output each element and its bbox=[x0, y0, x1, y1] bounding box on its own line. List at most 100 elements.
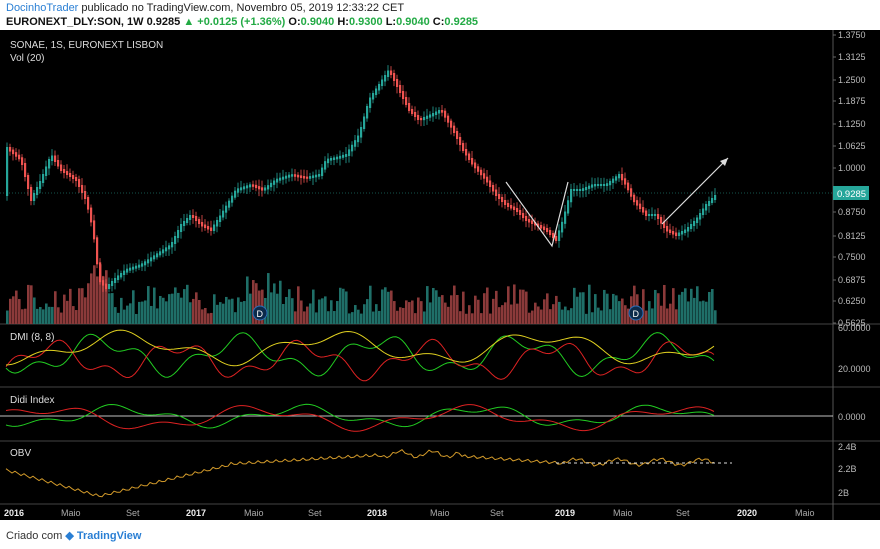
dmi-tick-20: 20.0000 bbox=[838, 364, 871, 374]
dividend-marker-2[interactable]: D bbox=[628, 305, 644, 321]
candle-body bbox=[687, 227, 690, 232]
candle-body bbox=[165, 247, 168, 252]
volume-bar bbox=[177, 292, 180, 324]
time-tick: Maio bbox=[61, 508, 81, 518]
volume-bar bbox=[414, 313, 417, 324]
candle-body bbox=[657, 214, 660, 219]
candle-body bbox=[9, 147, 12, 152]
candle-body bbox=[360, 127, 363, 138]
candle-body bbox=[483, 173, 486, 179]
candle-body bbox=[648, 214, 651, 216]
dividend-marker-1[interactable]: D bbox=[252, 305, 268, 321]
candle-body bbox=[444, 110, 447, 118]
obv-line bbox=[5, 449, 715, 498]
candle-body bbox=[132, 266, 135, 270]
volume-bar bbox=[99, 264, 102, 324]
candle-body bbox=[426, 115, 429, 119]
volume-bar bbox=[9, 298, 12, 324]
volume-bar bbox=[588, 284, 591, 324]
price-tick: 1.3125 bbox=[838, 52, 866, 62]
candle-body bbox=[432, 113, 435, 117]
volume-label: Vol (20) bbox=[10, 53, 44, 64]
chart-canvas[interactable]: SONAE, 1S, EURONEXT LISBON Vol (20) 1.37… bbox=[0, 30, 880, 520]
candle-body bbox=[123, 270, 126, 275]
price-tag-box bbox=[833, 186, 869, 200]
volume-bar bbox=[567, 310, 570, 324]
volume-bar bbox=[681, 291, 684, 324]
candle-body bbox=[366, 106, 369, 119]
author-link[interactable]: DocinhoTrader bbox=[6, 2, 79, 14]
volume-bar bbox=[312, 289, 315, 324]
candle-body bbox=[705, 204, 708, 211]
candle-body bbox=[702, 208, 705, 215]
volume-bar bbox=[111, 293, 114, 324]
volume-bar bbox=[114, 307, 117, 324]
candle-body bbox=[636, 200, 639, 206]
candle-body bbox=[375, 88, 378, 95]
volume-bar bbox=[693, 297, 696, 324]
symbol-name: EURONEXT_DLY:SON, 1W bbox=[6, 16, 144, 28]
candle-body bbox=[336, 156, 339, 160]
candle-body bbox=[312, 175, 315, 179]
candle-body bbox=[606, 183, 609, 186]
candle-body bbox=[177, 230, 180, 238]
price-tick: 0.6875 bbox=[838, 275, 866, 285]
volume-bar bbox=[405, 300, 408, 324]
volume-bar bbox=[363, 304, 366, 324]
candle-body bbox=[369, 97, 372, 108]
candle-body bbox=[501, 197, 504, 202]
candle-body bbox=[396, 79, 399, 87]
time-tick: Maio bbox=[430, 508, 450, 518]
candle-body bbox=[591, 184, 594, 188]
candle-body bbox=[567, 200, 570, 214]
candle-body bbox=[114, 278, 117, 283]
candle-body bbox=[414, 112, 417, 117]
time-tick: Maio bbox=[795, 508, 815, 518]
volume-bar bbox=[450, 295, 453, 324]
volume-bar bbox=[393, 301, 396, 324]
didi-lines bbox=[5, 403, 715, 432]
candle-body bbox=[213, 224, 216, 231]
volume-bar bbox=[6, 310, 9, 324]
candle-body bbox=[561, 221, 564, 233]
candle-body bbox=[363, 116, 366, 129]
chart-svg[interactable]: SONAE, 1S, EURONEXT LISBON Vol (20) 1.37… bbox=[0, 30, 880, 520]
candle-body bbox=[462, 143, 465, 151]
volume-bar bbox=[540, 309, 543, 324]
volume-bar bbox=[402, 307, 405, 324]
candle-body bbox=[96, 237, 99, 265]
volume-bar bbox=[555, 295, 558, 324]
volume-bar bbox=[495, 290, 498, 324]
candle-body bbox=[651, 214, 654, 216]
volume-bar bbox=[543, 299, 546, 324]
candle-body bbox=[291, 174, 294, 177]
volume-bar bbox=[21, 309, 24, 324]
footer: Criado com ◆ TradingView bbox=[0, 524, 880, 549]
volume-bar bbox=[285, 296, 288, 324]
volume-bar bbox=[513, 284, 516, 324]
candle-body bbox=[99, 262, 102, 283]
volume-bar bbox=[192, 298, 195, 324]
volume-bar bbox=[549, 309, 552, 324]
volume-bar bbox=[483, 293, 486, 324]
volume-bar bbox=[534, 302, 537, 324]
price-tick: 1.0000 bbox=[838, 163, 866, 173]
volume-bar bbox=[234, 312, 237, 324]
volume-bar bbox=[66, 300, 69, 324]
time-tick: Set bbox=[490, 508, 504, 518]
candle-body bbox=[711, 198, 714, 203]
candle-body bbox=[408, 103, 411, 111]
volume-bar bbox=[606, 293, 609, 324]
volume-bar bbox=[396, 310, 399, 324]
tradingview-logo-icon[interactable]: ◆ bbox=[65, 530, 74, 542]
volume-bar bbox=[468, 305, 471, 324]
candle-body bbox=[456, 131, 459, 139]
candle-body bbox=[441, 110, 444, 113]
tradingview-brand[interactable]: TradingView bbox=[76, 530, 142, 542]
price-tick: 1.3750 bbox=[838, 30, 866, 40]
candle-body bbox=[354, 140, 357, 147]
candle-body bbox=[528, 219, 531, 223]
volume-bar bbox=[399, 307, 402, 324]
volume-bar bbox=[429, 302, 432, 324]
volume-bar bbox=[417, 297, 420, 324]
